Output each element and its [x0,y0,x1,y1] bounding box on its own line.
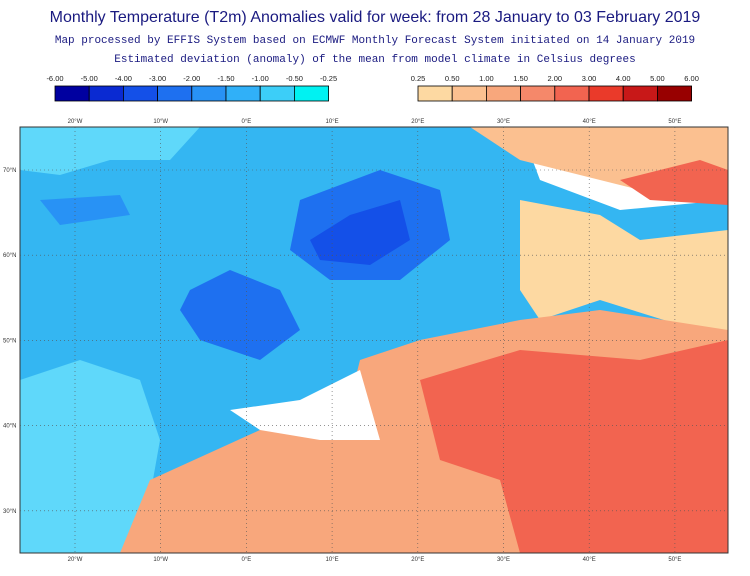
legend-label: 0.50 [445,74,460,83]
legend-label: 6.00 [684,74,699,83]
graticule: 20°W 10°W 0°E 10°E 20°E 30°E 40°E 50°E 20°W 10°W 0… [3,119,728,563]
bottom-label: 40°E [583,557,596,563]
left-label: 70°N [3,168,16,174]
legend-swatch [485,85,521,102]
legend-swatch [88,85,124,102]
legend: -6.00 -5.00 -4.00 -3.00 -2.00 -1.50 -1.00 -0.50… [46,74,699,102]
subtitle: Map processed by EFFIS System based on E… [55,35,695,47]
legend-label: -1.00 [252,74,269,83]
legend-label: 2.00 [547,74,562,83]
legend-label: 4.00 [616,74,631,83]
legend-label: 5.00 [650,74,665,83]
legend-label: -0.25 [320,74,337,83]
legend-swatch [588,85,624,102]
legend-swatch [123,85,159,102]
map [20,127,728,553]
legend-swatch [157,85,193,102]
legend-label: -3.00 [149,74,166,83]
legend-label: -6.00 [46,74,63,83]
description: Estimated deviation (anomaly) of the mea… [114,54,636,66]
legend-swatch [554,85,590,102]
left-label: 60°N [3,253,16,259]
bottom-label: 10°W [153,557,168,563]
title: Monthly Temperature (T2m) Anomalies vali… [50,9,701,26]
legend-label: -2.00 [183,74,200,83]
top-label: 20°E [411,119,424,125]
top-label: 10°W [153,119,168,125]
legend-swatch [191,85,227,102]
legend-swatch [657,85,693,102]
legend-label: 0.25 [411,74,426,83]
top-label: 40°E [583,119,596,125]
legend-label: 1.50 [513,74,528,83]
bottom-label: 0°E [242,557,252,563]
top-label: 0°E [242,119,252,125]
legend-swatch [259,85,295,102]
top-label: 20°W [68,119,83,125]
legend-swatch [54,85,90,102]
top-label: 30°E [497,119,510,125]
bottom-label: 50°E [668,557,681,563]
top-label: 10°E [326,119,339,125]
left-label: 50°N [3,338,16,344]
bottom-label: 20°W [68,557,83,563]
left-label: 30°N [3,509,16,515]
legend-label: -0.50 [286,74,303,83]
bottom-label: 10°E [326,557,339,563]
legend-swatch [451,85,487,102]
legend-swatch [520,85,556,102]
legend-label: 1.00 [479,74,494,83]
legend-label: -1.50 [217,74,234,83]
legend-swatch [293,85,329,102]
top-label: 50°E [668,119,681,125]
legend-label: -5.00 [81,74,98,83]
map-frame [19,126,729,554]
legend-swatch [417,85,453,102]
legend-label: 3.00 [582,74,597,83]
legend-swatch [622,85,658,102]
bottom-label: 20°E [411,557,424,563]
left-label: 40°N [3,424,16,430]
bottom-label: 30°E [497,557,510,563]
legend-swatch [225,85,261,102]
legend-label: -4.00 [115,74,132,83]
